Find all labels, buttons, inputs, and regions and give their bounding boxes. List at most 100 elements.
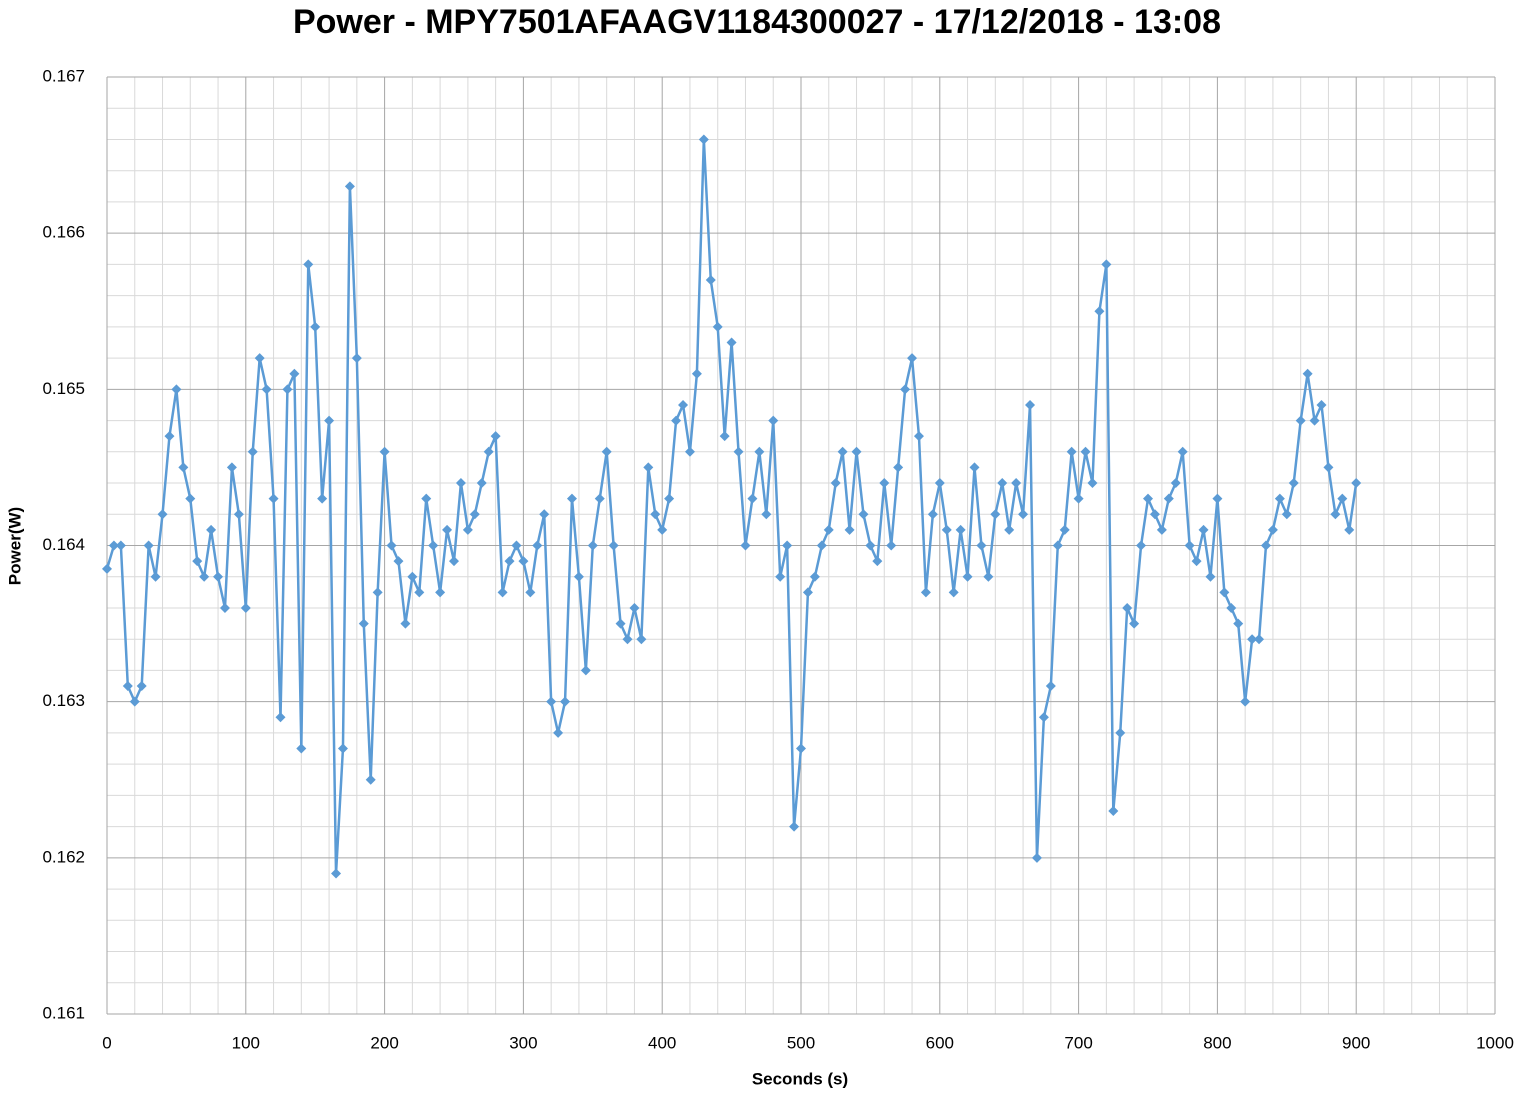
data-marker [1025, 399, 1036, 410]
data-marker [615, 618, 626, 629]
data-marker [1122, 602, 1133, 613]
data-marker [1247, 634, 1258, 645]
data-marker [1129, 618, 1140, 629]
data-marker [809, 571, 820, 582]
data-marker [657, 524, 668, 535]
data-marker [296, 743, 307, 754]
data-marker [927, 509, 938, 520]
data-marker [289, 368, 300, 379]
data-marker [331, 868, 342, 879]
data-marker [1156, 524, 1167, 535]
data-marker [1323, 462, 1334, 473]
data-marker [865, 540, 876, 551]
data-marker [164, 431, 175, 442]
data-marker [1212, 493, 1223, 504]
data-marker [816, 540, 827, 551]
x-tick-label: 300 [509, 1033, 537, 1052]
data-marker [1337, 493, 1348, 504]
data-marker [962, 571, 973, 582]
x-tick-label: 700 [1064, 1033, 1092, 1052]
data-marker [858, 509, 869, 520]
data-marker [587, 540, 598, 551]
data-marker [1191, 556, 1202, 567]
data-line [105, 138, 1358, 875]
data-marker [1260, 540, 1271, 551]
data-marker [671, 415, 682, 426]
data-marker [698, 134, 709, 145]
data-marker [407, 571, 418, 582]
data-marker [1031, 852, 1042, 863]
data-marker [462, 524, 473, 535]
data-marker [1052, 540, 1063, 551]
data-marker [678, 399, 689, 410]
data-marker [240, 602, 251, 613]
data-marker [337, 743, 348, 754]
data-marker [990, 509, 1001, 520]
y-tick-label: 0.162 [42, 847, 85, 866]
data-marker [1136, 540, 1147, 551]
data-marker [219, 602, 230, 613]
data-marker [684, 446, 695, 457]
data-marker [525, 587, 536, 598]
data-marker [233, 509, 244, 520]
data-marker [129, 696, 140, 707]
data-marker [199, 571, 210, 582]
data-marker [851, 446, 862, 457]
data-marker [122, 681, 133, 692]
data-marker [1233, 618, 1244, 629]
data-marker [421, 493, 432, 504]
data-marker [782, 540, 793, 551]
data-marker [1087, 478, 1098, 489]
data-marker [664, 493, 675, 504]
data-marker [566, 493, 577, 504]
data-marker [476, 478, 487, 489]
data-marker [560, 696, 571, 707]
y-axis-title: Power(W) [5, 507, 24, 585]
data-marker [1309, 415, 1320, 426]
data-marker [886, 540, 897, 551]
data-marker [136, 681, 147, 692]
data-marker [185, 493, 196, 504]
data-marker [907, 353, 918, 364]
data-marker [719, 431, 730, 442]
data-marker [761, 509, 772, 520]
data-marker [365, 774, 376, 785]
data-marker [872, 556, 883, 567]
data-marker [1059, 524, 1070, 535]
data-marker [969, 462, 980, 473]
data-marker [789, 821, 800, 832]
data-marker [650, 509, 661, 520]
data-marker [920, 587, 931, 598]
data-marker [1344, 524, 1355, 535]
data-marker [449, 556, 459, 567]
data-marker [1177, 446, 1188, 457]
data-marker [1170, 478, 1181, 489]
x-tick-label: 1000 [1476, 1033, 1514, 1052]
data-marker [629, 602, 640, 613]
data-marker [837, 446, 848, 457]
data-marker [150, 571, 161, 582]
x-tick-label: 500 [787, 1033, 815, 1052]
data-marker [206, 524, 217, 535]
data-marker [879, 478, 890, 489]
data-marker [504, 556, 515, 567]
data-marker [213, 571, 224, 582]
data-marker [1038, 712, 1049, 723]
data-marker [747, 493, 758, 504]
data-marker [1316, 399, 1327, 410]
data-marker [192, 556, 203, 567]
data-marker [1302, 368, 1313, 379]
x-axis-title: Seconds (s) [752, 1069, 848, 1088]
data-marker [455, 478, 466, 489]
data-marker [511, 540, 522, 551]
data-marker [983, 571, 994, 582]
data-marker [823, 524, 834, 535]
data-marker [775, 571, 786, 582]
x-tick-label: 0 [102, 1033, 111, 1052]
data-marker [941, 524, 952, 535]
y-tick-label: 0.164 [42, 535, 85, 554]
data-marker [1018, 509, 1029, 520]
data-marker [379, 446, 390, 457]
data-marker [268, 493, 279, 504]
